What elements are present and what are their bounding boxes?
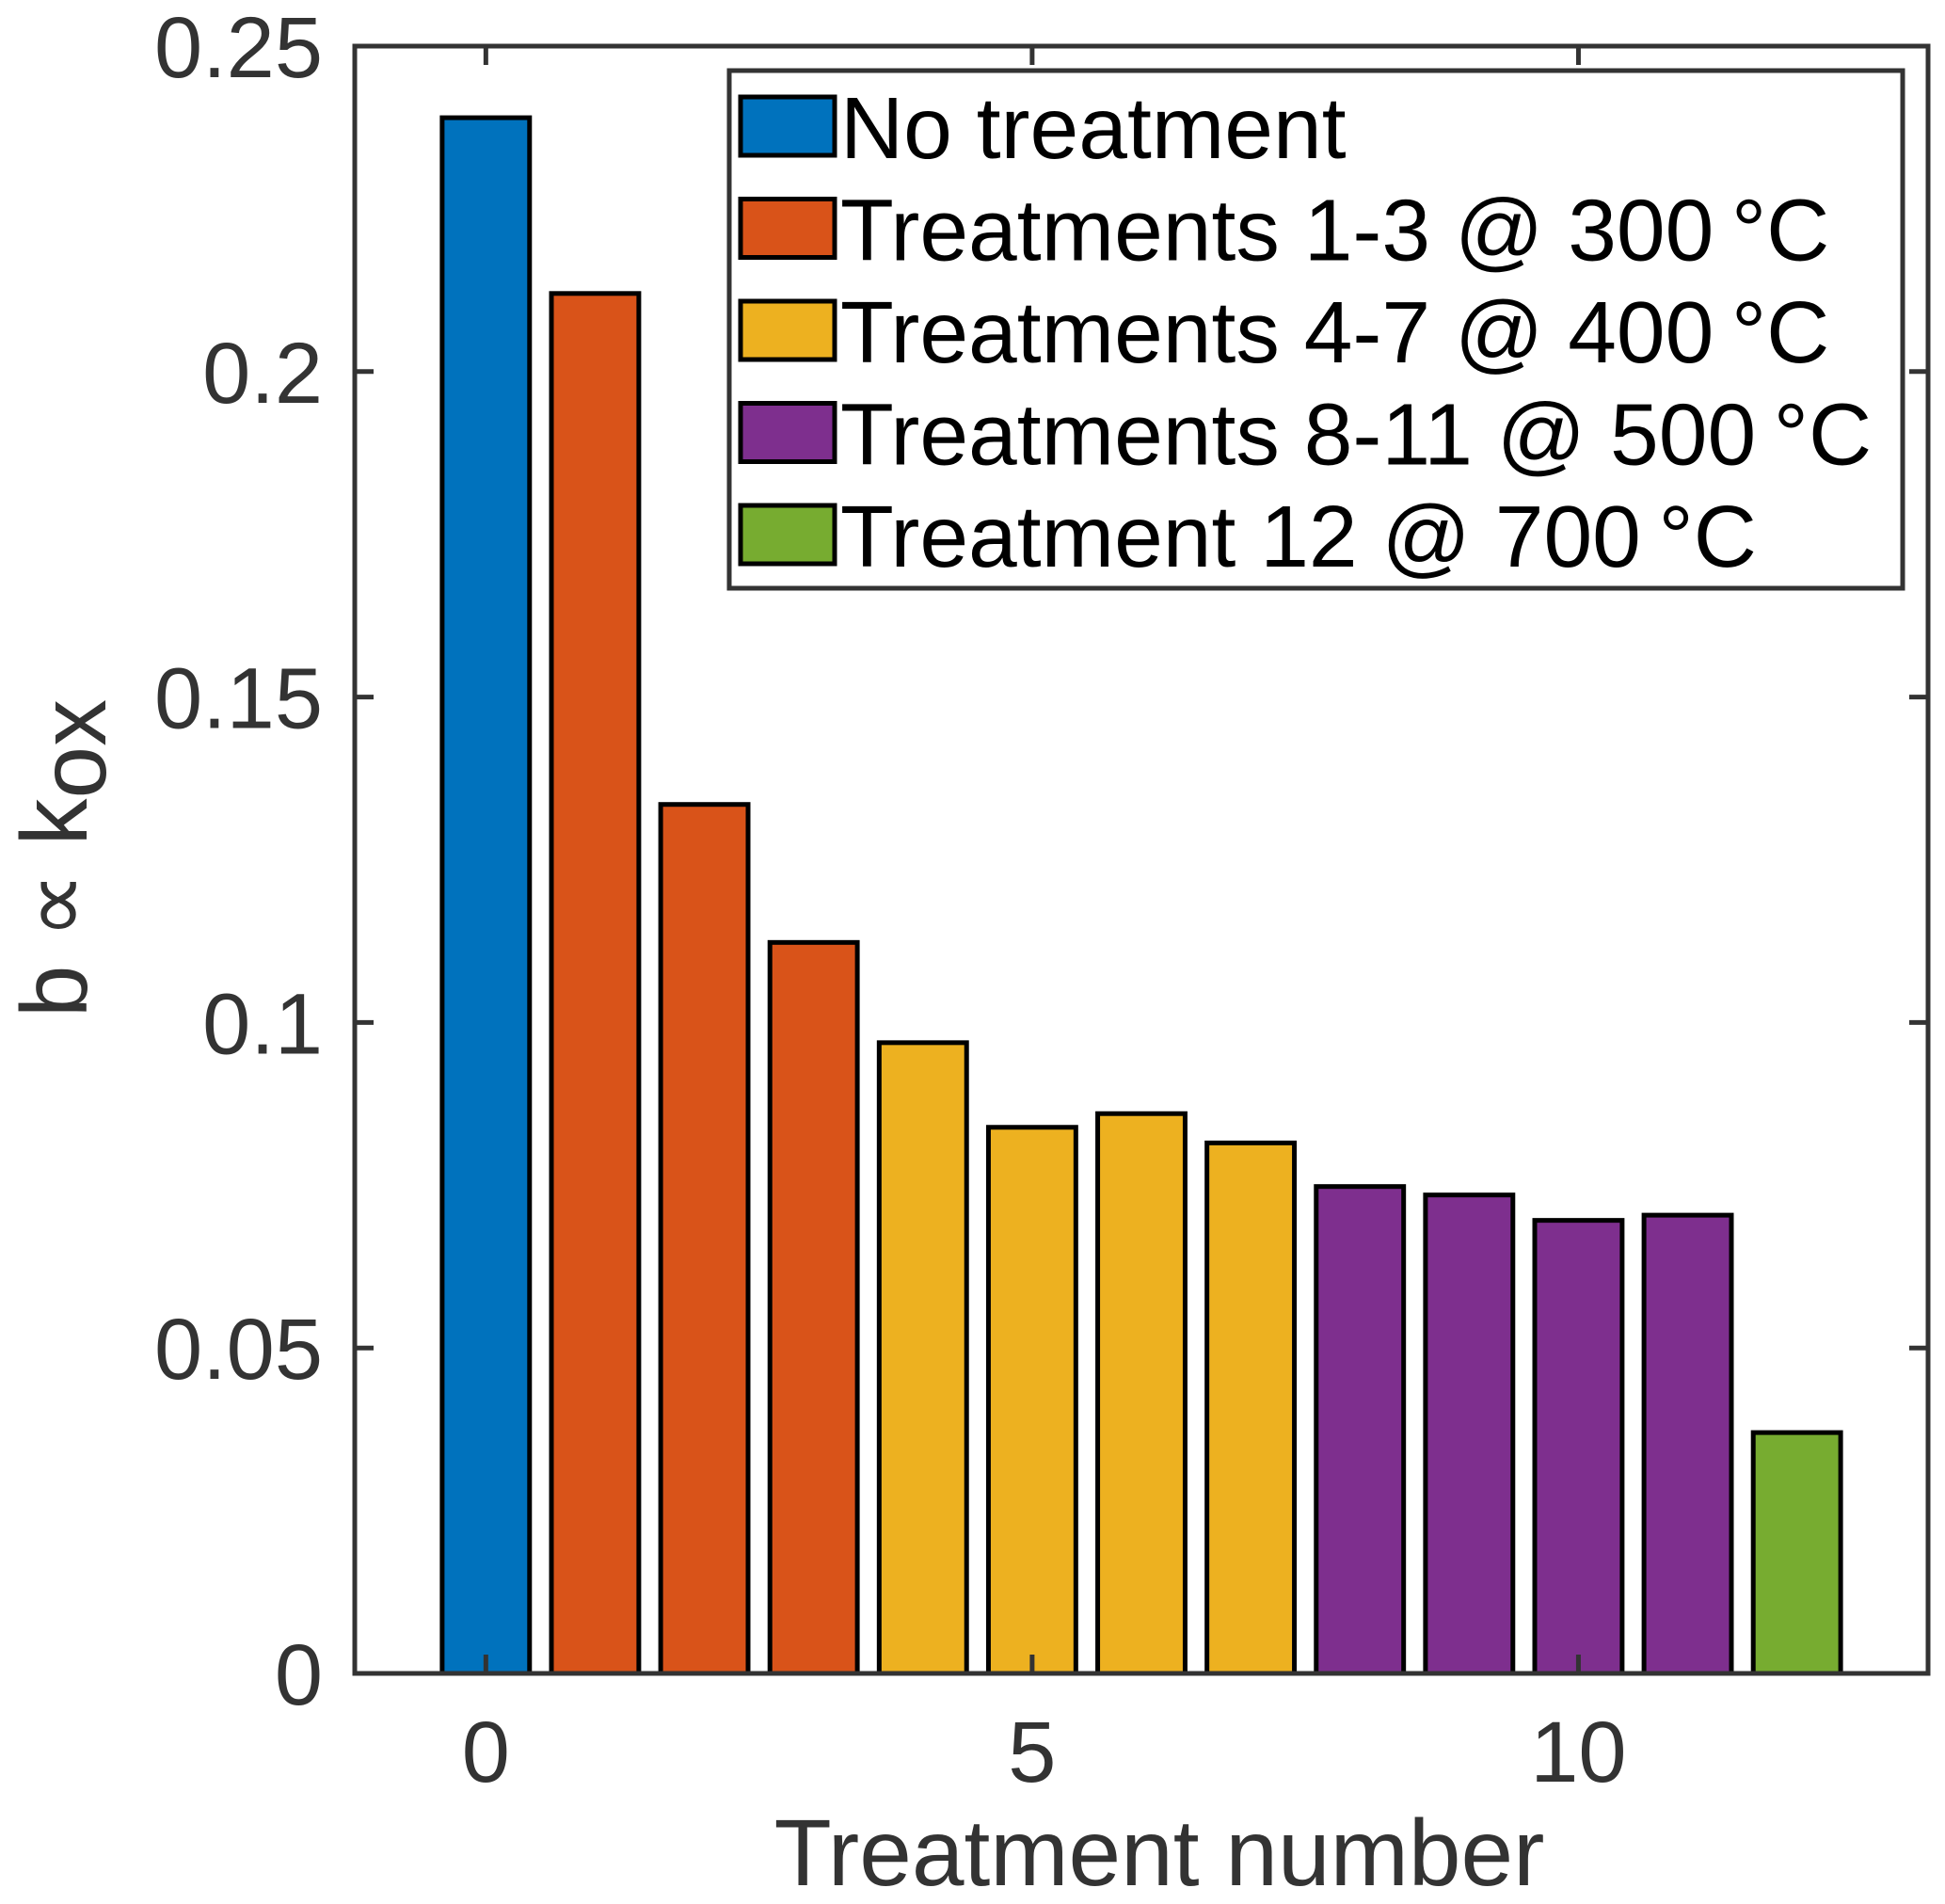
bar-treatment-11 (1641, 1212, 1734, 1676)
y-tick-label: 0.2 (202, 326, 323, 422)
x-ticks-group: 0 5 10 (462, 46, 1627, 1800)
legend-label: Treatments 4-7 @ 400 °C (840, 283, 1829, 381)
bars-group (439, 115, 1843, 1676)
legend-box (726, 68, 1905, 591)
y-axis-label: b ∝ kox (2, 699, 126, 1017)
y-tick-label: 0.1 (202, 976, 323, 1072)
legend-label: Treatments 8-11 @ 500 °C (840, 386, 1872, 484)
y-ticks-group: 0 0.05 0.1 0.15 0.2 0.25 (154, 0, 1928, 1723)
bar-treatment-2 (658, 802, 751, 1676)
x-axis-label: Treatment number (774, 1800, 1545, 1904)
y-tick-label: 0.25 (154, 0, 323, 96)
legend-item: Treatments 4-7 @ 400 °C (738, 283, 1829, 381)
legend-label: No treatment (840, 79, 1347, 177)
bar-treatment-7 (1204, 1140, 1298, 1676)
legend-item: Treatments 8-11 @ 500 °C (738, 386, 1872, 484)
y-tick-label: 0 (275, 1627, 323, 1723)
bar-treatment-4 (876, 1040, 969, 1676)
bar-treatment-12 (1750, 1430, 1843, 1676)
y-axis-label-main: b ∝ k (2, 798, 107, 1018)
legend-swatch (738, 94, 837, 158)
legend-item: Treatments 1-3 @ 300 °C (738, 182, 1829, 280)
bar-treatment-3 (767, 939, 860, 1676)
bar-treatment-0 (439, 115, 533, 1676)
legend-swatch (738, 503, 837, 567)
axes-box (352, 43, 1931, 1676)
bar-treatment-5 (985, 1125, 1078, 1676)
axes-group (352, 43, 1931, 1676)
legend-item: Treatment 12 @ 700 °C (738, 488, 1757, 585)
y-tick-label: 0.15 (154, 651, 323, 747)
legend-item: No treatment (738, 79, 1347, 177)
x-tick-label: 10 (1530, 1704, 1626, 1800)
legend-label: Treatment 12 @ 700 °C (840, 488, 1757, 585)
bar-treatment-1 (549, 291, 642, 1676)
legend-swatch (738, 298, 837, 362)
legend-label: Treatments 1-3 @ 300 °C (840, 182, 1829, 280)
legend-swatch (738, 401, 837, 464)
y-tick-label: 0.05 (154, 1302, 323, 1398)
bar-treatment-9 (1423, 1192, 1516, 1676)
bar-treatment-10 (1532, 1218, 1625, 1676)
legend-swatch (738, 197, 837, 260)
x-tick-label: 5 (1008, 1704, 1056, 1800)
x-tick-label: 0 (462, 1704, 510, 1800)
bar-treatment-6 (1095, 1111, 1188, 1676)
bar-treatment-8 (1314, 1184, 1407, 1676)
y-axis-label-subscript: ox (21, 699, 126, 799)
